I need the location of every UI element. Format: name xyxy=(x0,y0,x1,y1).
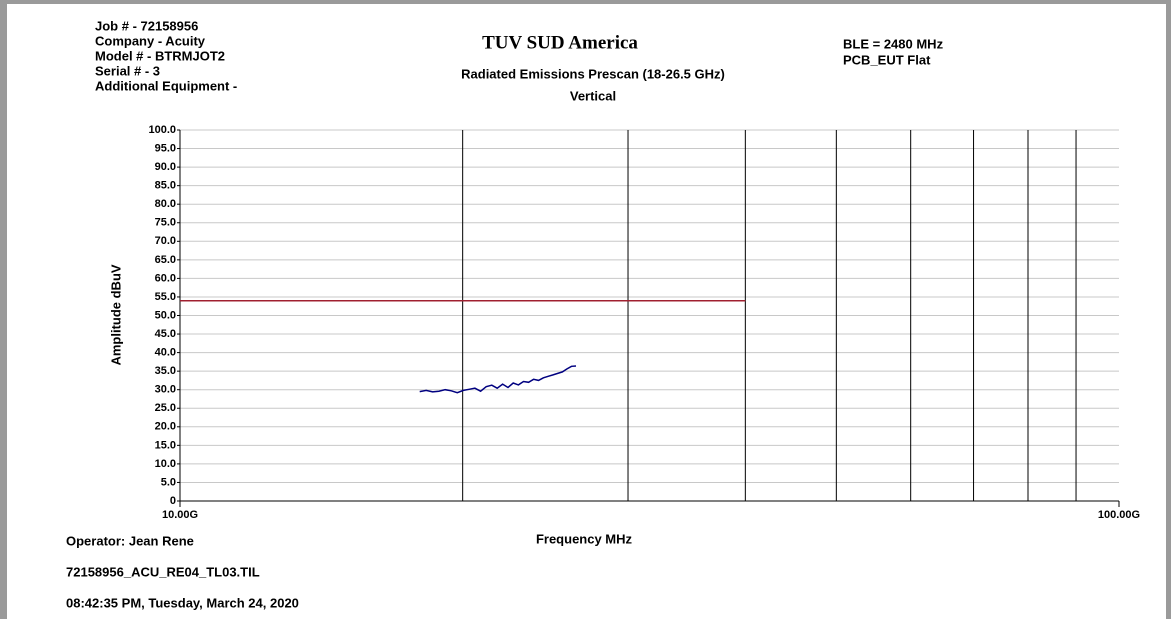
frame-top xyxy=(0,0,1171,4)
y-tick-label: 25.0 xyxy=(155,402,176,414)
y-tick-label: 90.0 xyxy=(155,161,176,173)
footer-text: Operator: Jean Rene xyxy=(66,533,194,548)
y-tick-label: 95.0 xyxy=(155,142,176,154)
info-left: Serial # - 3 xyxy=(95,63,160,78)
y-tick-label: 35.0 xyxy=(155,365,176,377)
y-tick-label: 85.0 xyxy=(155,180,176,192)
y-tick-label: 45.0 xyxy=(155,328,176,340)
y-tick-label: 65.0 xyxy=(155,254,176,266)
y-tick-label: 20.0 xyxy=(155,421,176,433)
y-tick-label: 70.0 xyxy=(155,235,176,247)
x-tick-label: 10.00G xyxy=(162,509,198,521)
info-right: PCB_EUT Flat xyxy=(843,52,931,67)
y-tick-label: 30.0 xyxy=(155,384,176,396)
info-left: Model # - BTRMJOT2 xyxy=(95,48,225,63)
info-right: BLE = 2480 MHz xyxy=(843,36,944,51)
y-tick-label: 80.0 xyxy=(155,198,176,210)
chart-subtitle: Vertical xyxy=(570,88,616,103)
chart-subtitle: Radiated Emissions Prescan (18-26.5 GHz) xyxy=(461,66,725,81)
y-tick-label: 100.0 xyxy=(148,124,176,136)
y-tick-label: 50.0 xyxy=(155,309,176,321)
y-tick-label: 5.0 xyxy=(161,476,176,488)
x-tick-label: 100.00G xyxy=(1098,509,1140,521)
y-tick-label: 60.0 xyxy=(155,272,176,284)
y-tick-label: 40.0 xyxy=(155,347,176,359)
y-axis-label: Amplitude dBuV xyxy=(108,264,123,365)
data-line xyxy=(419,365,577,394)
frame-right xyxy=(1166,0,1171,619)
footer-text: 08:42:35 PM, Tuesday, March 24, 2020 xyxy=(66,595,299,610)
info-left: Company - Acuity xyxy=(95,33,206,48)
frame-left xyxy=(0,0,7,619)
info-left: Additional Equipment - xyxy=(95,78,237,93)
y-tick-label: 10.0 xyxy=(155,458,176,470)
info-left: Job # - 72158956 xyxy=(95,18,198,33)
y-tick-label: 15.0 xyxy=(155,439,176,451)
y-tick-label: 55.0 xyxy=(155,291,176,303)
x-axis-label: Frequency MHz xyxy=(536,531,633,546)
y-tick-label: 0 xyxy=(170,495,176,507)
y-tick-label: 75.0 xyxy=(155,217,176,229)
footer-text: 72158956_ACU_RE04_TL03.TIL xyxy=(66,564,260,579)
chart-title: TUV SUD America xyxy=(482,32,638,53)
